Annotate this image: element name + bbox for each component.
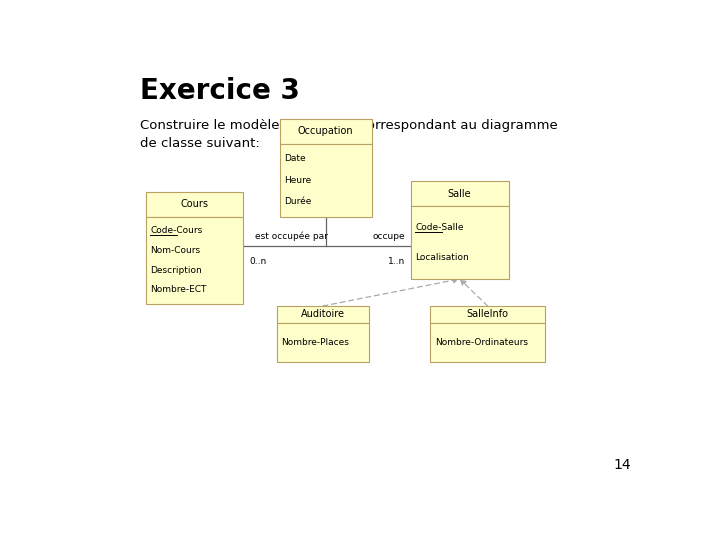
Bar [145,217,243,304]
Text: 0..n: 0..n [249,257,266,266]
Text: Nombre-Places: Nombre-Places [282,338,349,347]
Text: Nombre-Ordinateurs: Nombre-Ordinateurs [435,338,528,347]
Text: Nombre-ECT: Nombre-ECT [150,286,207,294]
Text: Occupation: Occupation [298,126,354,136]
Bar [277,323,369,362]
Text: Code-Cours: Code-Cours [150,226,202,235]
Bar [411,181,508,206]
Text: Description: Description [150,266,202,275]
Text: Auditoire: Auditoire [301,309,345,319]
Bar [431,323,545,362]
Text: Salle: Salle [448,188,472,199]
Text: Durée: Durée [284,197,312,206]
Bar [277,306,369,323]
Bar [280,119,372,144]
Text: Code-Salle: Code-Salle [415,223,464,232]
Bar [411,206,508,279]
Text: Localisation: Localisation [415,253,469,262]
Text: est occupée par: est occupée par [255,231,328,240]
Text: 1..n: 1..n [388,257,405,266]
Text: occupe: occupe [373,232,405,240]
Text: Exercice 3: Exercice 3 [140,77,300,105]
Text: Cours: Cours [181,199,209,209]
Text: Date: Date [284,154,306,163]
Bar [145,192,243,217]
Bar [280,144,372,217]
Text: SalleInfo: SalleInfo [467,309,508,319]
Bar [431,306,545,323]
Text: 14: 14 [613,458,631,472]
Text: Nom-Cours: Nom-Cours [150,246,200,255]
Text: Heure: Heure [284,176,312,185]
Text: Construire le modèle relationnel correspondant au diagramme
de classe suivant:: Construire le modèle relationnel corresp… [140,119,558,150]
